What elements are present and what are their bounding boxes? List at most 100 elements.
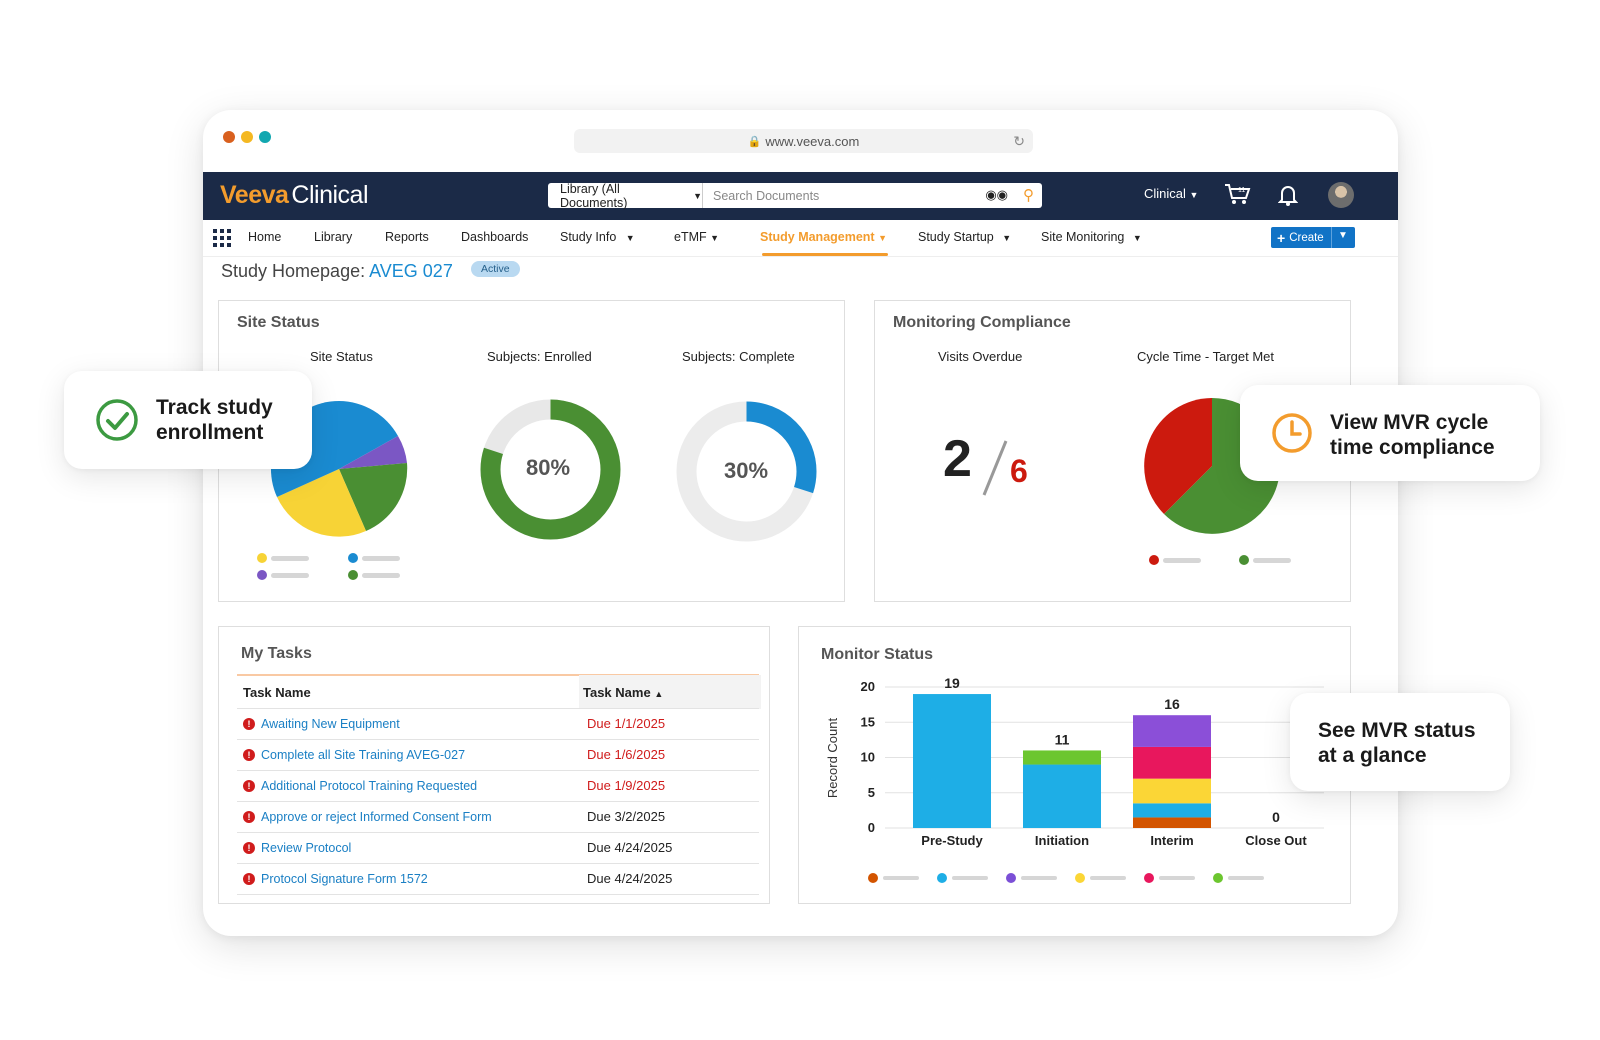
clock-icon bbox=[1272, 413, 1312, 453]
legend-label-placeholder bbox=[1253, 558, 1291, 563]
window-maximize-dot[interactable] bbox=[259, 131, 271, 143]
donut-arc-enrolled[interactable] bbox=[480, 399, 621, 540]
pie-slice-yellow[interactable] bbox=[277, 469, 366, 537]
column-header-task-due[interactable]: Task Name ▲ bbox=[583, 685, 663, 700]
y-axis-label: Record Count bbox=[825, 718, 840, 799]
create-dropdown-icon[interactable]: ▼ bbox=[1338, 230, 1348, 241]
search-placeholder: Search Documents bbox=[713, 188, 820, 203]
column-header-label: Task Name bbox=[583, 685, 651, 700]
search-input[interactable]: Search Documents ◉◉ ⚲ bbox=[703, 183, 1042, 208]
bar-segment[interactable] bbox=[1133, 746, 1211, 779]
page-title-prefix: Study Homepage: bbox=[221, 261, 366, 281]
callout-text: See MVR status at a glance bbox=[1318, 718, 1476, 768]
workspace-menu-label: Clinical bbox=[1144, 186, 1186, 201]
callout-line: enrollment bbox=[156, 421, 264, 444]
task-row[interactable]: ! Protocol Signature Form 1572 Due 4/24/20… bbox=[237, 863, 759, 895]
complete-chart-title: Subjects: Complete bbox=[682, 349, 795, 364]
legend-dot bbox=[868, 873, 878, 883]
bar-segment[interactable] bbox=[1023, 764, 1101, 828]
card-title: Monitoring Compliance bbox=[893, 314, 1071, 331]
tab-study-info[interactable]: Study Info ▼ bbox=[560, 230, 635, 244]
legend-label-placeholder bbox=[271, 556, 309, 561]
binoculars-icon[interactable]: ◉◉ bbox=[985, 187, 1008, 202]
bar-segment[interactable] bbox=[913, 694, 991, 828]
header-divider bbox=[237, 674, 759, 676]
callout-line: time compliance bbox=[1330, 436, 1495, 459]
legend-label-placeholder[interactable] bbox=[952, 876, 988, 880]
task-name-link[interactable]: Review Protocol bbox=[261, 841, 352, 855]
tab-dashboards[interactable]: Dashboards bbox=[461, 230, 529, 244]
task-row[interactable]: ! Complete all Site Training AVEG-027 Due … bbox=[237, 739, 759, 771]
legend-dot bbox=[1213, 873, 1223, 883]
pie-slice-green[interactable] bbox=[339, 463, 408, 531]
callout-text: View MVR cycle time compliance bbox=[1330, 410, 1495, 460]
bar-segment[interactable] bbox=[1023, 750, 1101, 765]
library-select[interactable]: Library (All Documents) ▼ bbox=[548, 182, 703, 210]
chevron-down-icon: ▼ bbox=[1132, 233, 1142, 243]
notification-bell-icon[interactable] bbox=[1277, 183, 1299, 212]
visits-overdue-title: Visits Overdue bbox=[938, 349, 1023, 364]
window-close-dot[interactable] bbox=[223, 131, 235, 143]
legend-label-placeholder[interactable] bbox=[1159, 876, 1195, 880]
window-minimize-dot[interactable] bbox=[241, 131, 253, 143]
chevron-down-icon: ▼ bbox=[693, 190, 702, 201]
column-header-task-name[interactable]: Task Name bbox=[243, 685, 311, 700]
legend-dot-green bbox=[348, 570, 358, 580]
logo-product: Clinical bbox=[291, 181, 369, 209]
task-name-link[interactable]: Complete all Site Training AVEG-027 bbox=[261, 748, 466, 762]
bar-segment[interactable] bbox=[1133, 803, 1211, 818]
pie-slice-missed[interactable] bbox=[1144, 398, 1212, 514]
task-row[interactable]: ! Review Protocol Due 4/24/2025 bbox=[237, 832, 759, 864]
pie-slice-met-bottom[interactable] bbox=[1164, 466, 1280, 534]
legend-label-placeholder[interactable] bbox=[1228, 876, 1264, 880]
app-logo[interactable]: Veeva Clinical bbox=[220, 181, 369, 210]
task-due-date: Due 1/9/2025 bbox=[587, 778, 666, 793]
tab-study-management[interactable]: Study Management ▼ bbox=[760, 230, 887, 244]
task-row[interactable]: ! Additional Protocol Training Requested D… bbox=[237, 770, 759, 802]
alert-icon: ! bbox=[243, 873, 255, 885]
checkmark-circle-icon bbox=[96, 399, 138, 441]
bar-segment[interactable] bbox=[1133, 817, 1211, 828]
bar-segment[interactable] bbox=[1133, 715, 1211, 747]
tab-study-startup-label: Study Startup bbox=[918, 230, 994, 244]
pie-slice-blue-top[interactable] bbox=[339, 401, 398, 469]
reload-icon[interactable]: ↻ bbox=[1013, 133, 1025, 149]
task-name-link[interactable]: Additional Protocol Training Requested bbox=[261, 779, 478, 793]
complete-donut-chart[interactable] bbox=[674, 399, 819, 544]
workspace-menu[interactable]: Clinical ▼ bbox=[1144, 186, 1198, 201]
chevron-down-icon: ▼ bbox=[1189, 190, 1199, 200]
tab-home[interactable]: Home bbox=[248, 230, 282, 244]
legend-label-placeholder[interactable] bbox=[1090, 876, 1126, 880]
task-row[interactable]: ! Approve or reject Informed Consent Form… bbox=[237, 801, 759, 833]
task-name-link[interactable]: Awaiting New Equipment bbox=[261, 717, 400, 731]
bar-segment[interactable] bbox=[1133, 778, 1211, 804]
app-launcher-icon[interactable] bbox=[213, 229, 231, 247]
task-name-link[interactable]: Approve or reject Informed Consent Form bbox=[261, 810, 492, 824]
legend-dot-purple bbox=[257, 570, 267, 580]
tab-library[interactable]: Library bbox=[314, 230, 353, 244]
tab-etmf[interactable]: eTMF ▼ bbox=[674, 230, 719, 244]
address-bar[interactable]: 🔒 www.veeva.com ↻ bbox=[574, 129, 1033, 153]
active-tab-underline bbox=[762, 253, 888, 256]
legend-dot bbox=[1144, 873, 1154, 883]
page-title: Study Homepage: AVEG 027 bbox=[221, 261, 453, 282]
callout-line: See MVR status bbox=[1318, 719, 1476, 742]
tab-reports[interactable]: Reports bbox=[385, 230, 429, 244]
tab-site-monitoring[interactable]: Site Monitoring ▼ bbox=[1041, 230, 1142, 244]
visits-total-count: 6 bbox=[1010, 453, 1028, 489]
create-button[interactable]: + Create ▼ bbox=[1271, 227, 1355, 248]
legend-label-placeholder[interactable] bbox=[1021, 876, 1057, 880]
legend-dot-blue bbox=[348, 553, 358, 563]
task-name-link[interactable]: Protocol Signature Form 1572 bbox=[261, 872, 428, 886]
cart-icon[interactable]: 11 bbox=[1223, 181, 1253, 212]
donut-arc-complete[interactable] bbox=[676, 401, 817, 542]
tab-study-startup[interactable]: Study Startup ▼ bbox=[918, 230, 1011, 244]
pie-slice-purple[interactable] bbox=[339, 436, 407, 469]
study-id-link[interactable]: AVEG 027 bbox=[369, 261, 453, 281]
user-avatar[interactable] bbox=[1328, 182, 1354, 208]
legend-label-placeholder[interactable] bbox=[883, 876, 919, 880]
task-row[interactable]: ! Awaiting New Equipment Due 1/1/2025 bbox=[237, 708, 759, 740]
lock-icon: 🔒 bbox=[747, 135, 762, 148]
search-icon[interactable]: ⚲ bbox=[1023, 187, 1034, 204]
enrolled-donut-chart[interactable] bbox=[478, 397, 623, 542]
